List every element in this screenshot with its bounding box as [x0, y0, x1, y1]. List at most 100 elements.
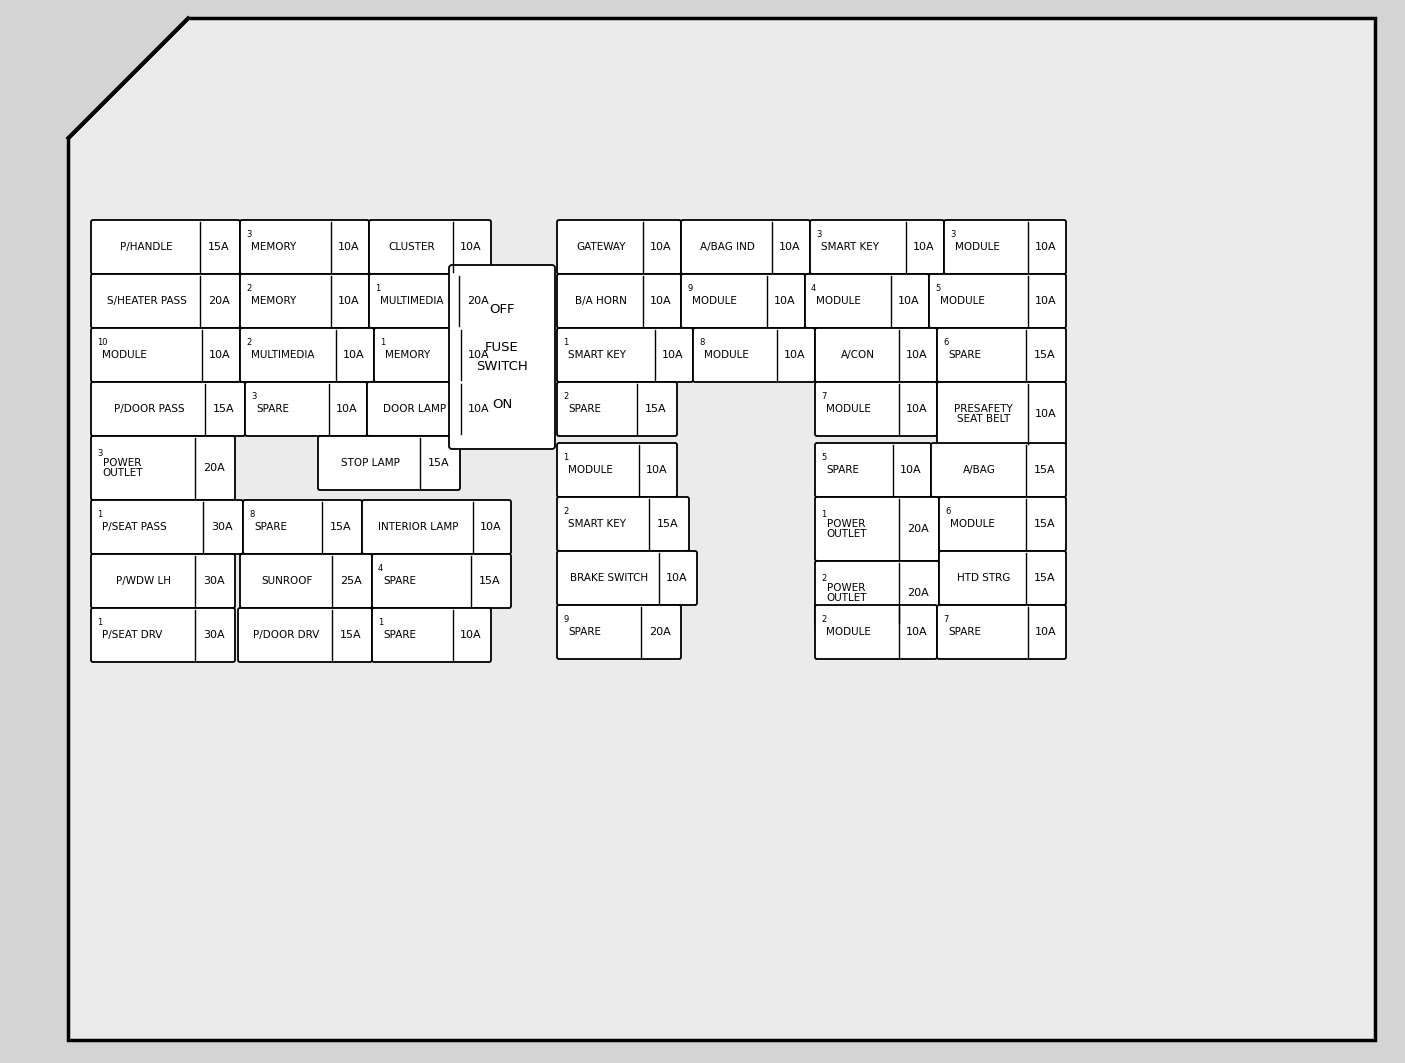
FancyBboxPatch shape	[815, 497, 939, 561]
FancyBboxPatch shape	[815, 561, 939, 625]
Text: P/DOOR PASS: P/DOOR PASS	[114, 404, 184, 414]
FancyBboxPatch shape	[240, 554, 372, 608]
FancyBboxPatch shape	[243, 500, 362, 554]
Text: 10A: 10A	[468, 404, 490, 414]
Text: 10A: 10A	[774, 296, 795, 306]
Text: 10A: 10A	[651, 242, 672, 252]
Text: 20A: 20A	[466, 296, 489, 306]
Text: P/DOOR DRV: P/DOOR DRV	[253, 630, 319, 640]
Text: MEMORY: MEMORY	[385, 350, 430, 360]
Text: 2: 2	[246, 284, 251, 293]
Text: MULTIMEDIA: MULTIMEDIA	[379, 296, 444, 306]
FancyBboxPatch shape	[91, 436, 235, 500]
Text: 10A: 10A	[662, 350, 684, 360]
Text: 20A: 20A	[649, 627, 670, 637]
Text: 1: 1	[375, 284, 381, 293]
Text: P/HANDLE: P/HANDLE	[121, 242, 173, 252]
Text: 8: 8	[249, 510, 254, 519]
Text: SPARE: SPARE	[384, 576, 416, 586]
Text: INTERIOR LAMP: INTERIOR LAMP	[378, 522, 459, 532]
FancyBboxPatch shape	[91, 382, 244, 436]
FancyBboxPatch shape	[91, 274, 240, 328]
Text: 15A: 15A	[1034, 350, 1055, 360]
Text: 15A: 15A	[429, 458, 450, 468]
Text: CLUSTER: CLUSTER	[389, 242, 436, 252]
FancyBboxPatch shape	[91, 328, 240, 382]
FancyBboxPatch shape	[450, 265, 555, 449]
Text: 10A: 10A	[906, 404, 927, 414]
Text: 5: 5	[821, 453, 826, 462]
Text: 15A: 15A	[1034, 573, 1055, 583]
Text: MODULE: MODULE	[816, 296, 861, 306]
Text: MODULE: MODULE	[568, 465, 613, 475]
Text: MODULE: MODULE	[693, 296, 736, 306]
Text: P/SEAT PASS: P/SEAT PASS	[103, 522, 167, 532]
FancyBboxPatch shape	[929, 274, 1066, 328]
FancyBboxPatch shape	[374, 328, 499, 382]
Text: SPARE: SPARE	[948, 627, 981, 637]
Text: 20A: 20A	[204, 463, 225, 473]
Text: SPARE: SPARE	[384, 630, 416, 640]
Text: 10A: 10A	[666, 573, 688, 583]
Text: 15A: 15A	[1034, 519, 1055, 529]
Text: PRESAFETY
SEAT BELT: PRESAFETY SEAT BELT	[954, 404, 1013, 424]
FancyBboxPatch shape	[815, 328, 937, 382]
FancyBboxPatch shape	[932, 443, 1066, 497]
Text: 15A: 15A	[1034, 465, 1055, 475]
FancyBboxPatch shape	[318, 436, 459, 490]
FancyBboxPatch shape	[939, 551, 1066, 605]
Text: 15A: 15A	[658, 519, 679, 529]
Text: 10A: 10A	[339, 242, 360, 252]
Text: 10A: 10A	[906, 350, 927, 360]
FancyBboxPatch shape	[240, 220, 370, 274]
Text: 3: 3	[816, 230, 822, 239]
Text: 1: 1	[821, 510, 826, 519]
Text: 4: 4	[378, 564, 384, 573]
FancyBboxPatch shape	[815, 605, 937, 659]
FancyBboxPatch shape	[556, 605, 681, 659]
FancyBboxPatch shape	[681, 220, 811, 274]
Text: SPARE: SPARE	[826, 465, 858, 475]
Text: 10A: 10A	[461, 630, 482, 640]
Text: 2: 2	[246, 338, 251, 347]
FancyBboxPatch shape	[944, 220, 1066, 274]
Text: BRAKE SWITCH: BRAKE SWITCH	[570, 573, 648, 583]
Text: 10A: 10A	[343, 350, 365, 360]
FancyBboxPatch shape	[815, 443, 932, 497]
Text: 10A: 10A	[1035, 409, 1057, 419]
Text: MODULE: MODULE	[704, 350, 749, 360]
Text: MULTIMEDIA: MULTIMEDIA	[251, 350, 315, 360]
Text: 2: 2	[821, 615, 826, 624]
Text: 8: 8	[700, 338, 704, 347]
Text: SPARE: SPARE	[254, 522, 287, 532]
Text: OFF

FUSE
SWITCH

ON: OFF FUSE SWITCH ON	[476, 303, 528, 411]
FancyBboxPatch shape	[370, 220, 490, 274]
Text: 10: 10	[97, 338, 108, 347]
Text: MEMORY: MEMORY	[251, 296, 296, 306]
FancyBboxPatch shape	[937, 382, 1066, 446]
Text: 7: 7	[821, 392, 826, 401]
Text: 2: 2	[821, 574, 826, 583]
FancyBboxPatch shape	[556, 328, 693, 382]
Text: SUNROOF: SUNROOF	[261, 576, 313, 586]
Text: 3: 3	[97, 449, 103, 458]
Text: 1: 1	[378, 618, 384, 627]
Text: 10A: 10A	[1035, 627, 1057, 637]
Text: STOP LAMP: STOP LAMP	[340, 458, 399, 468]
Text: 9: 9	[563, 615, 568, 624]
Text: 10A: 10A	[336, 404, 358, 414]
Text: 20A: 20A	[908, 524, 929, 534]
Text: 30A: 30A	[211, 522, 233, 532]
Text: 10A: 10A	[646, 465, 667, 475]
Text: SPARE: SPARE	[568, 404, 601, 414]
Text: SMART KEY: SMART KEY	[568, 519, 627, 529]
Text: POWER
OUTLET: POWER OUTLET	[103, 458, 142, 478]
Text: 10A: 10A	[209, 350, 230, 360]
FancyBboxPatch shape	[372, 608, 490, 662]
Text: 10A: 10A	[468, 350, 490, 360]
Text: 5: 5	[934, 284, 940, 293]
Text: DOOR LAMP: DOOR LAMP	[384, 404, 447, 414]
Text: 1: 1	[97, 618, 103, 627]
FancyBboxPatch shape	[370, 274, 499, 328]
Text: 3: 3	[251, 392, 256, 401]
